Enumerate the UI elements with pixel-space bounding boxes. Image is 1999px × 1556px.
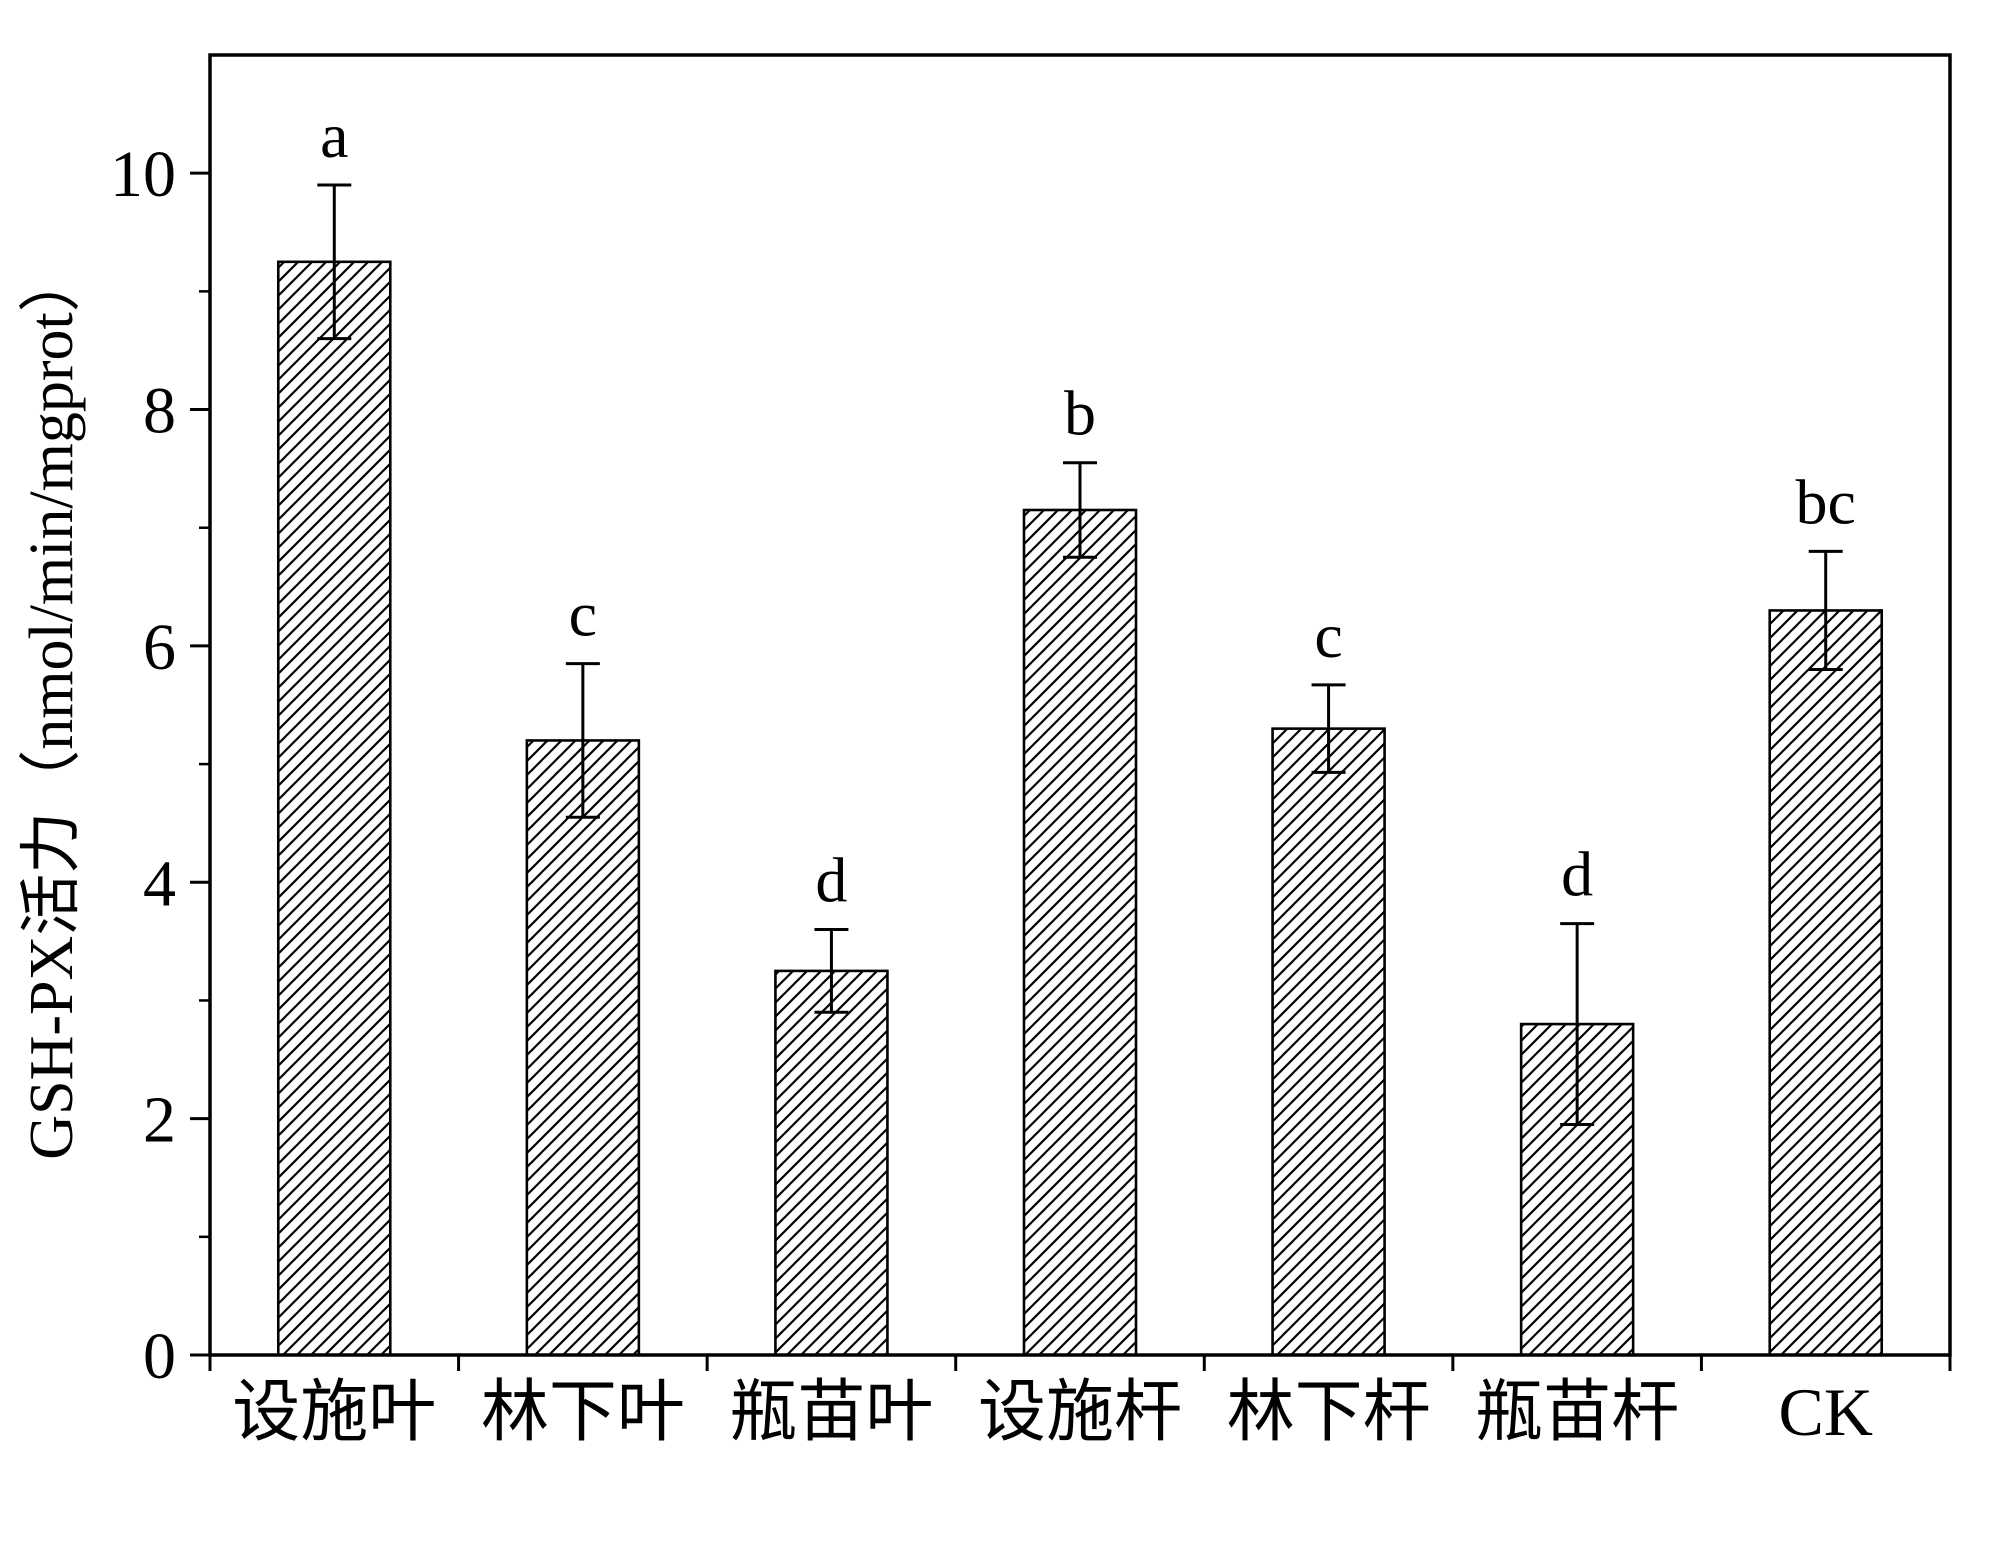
bars-group [276, 260, 1884, 1357]
error-bar-5 [1560, 922, 1595, 1127]
error-bar-0 [317, 183, 352, 341]
bar-4 [1271, 727, 1386, 1357]
x-axis-labels: 设施叶 林下叶 瓶苗叶 设施杆 林下杆 瓶苗杆 CK [232, 1374, 1873, 1450]
plot-border [208, 53, 1952, 1357]
bar-3 [1022, 508, 1138, 1357]
sig-letter-4: c [1314, 600, 1342, 671]
error-bar-4 [1311, 683, 1346, 774]
x-category-label-4: 林下杆 [1227, 1374, 1431, 1450]
sig-letter-0: a [320, 100, 348, 171]
error-bars-group [317, 183, 1843, 1127]
x-category-label-6: CK [1778, 1374, 1872, 1450]
y-tick-label: 2 [143, 1084, 176, 1157]
x-category-label-0: 设施叶 [232, 1374, 436, 1450]
error-bar-1 [565, 662, 600, 819]
y-tick-label: 0 [143, 1320, 176, 1393]
x-axis-ticks [208, 1355, 1952, 1371]
sig-letter-3: b [1064, 378, 1096, 449]
y-axis-title: GSH-PX活力（nmol/min/mgprot） [18, 250, 86, 1159]
x-category-label-3: 设施杆 [978, 1374, 1182, 1450]
error-bar-3 [1063, 461, 1097, 559]
y-tick-label: 4 [143, 847, 176, 920]
bar-6 [1768, 609, 1884, 1357]
bar-0 [276, 260, 392, 1357]
sig-letter-2: d [815, 845, 847, 916]
y-axis-ticks: 0 2 4 6 8 10 [110, 138, 210, 1393]
error-bar-2 [814, 928, 849, 1014]
y-tick-label: 8 [143, 375, 176, 448]
y-tick-label: 10 [110, 138, 176, 211]
error-bar-6 [1808, 549, 1843, 672]
x-category-label-1: 林下叶 [481, 1374, 685, 1450]
sig-letter-6: bc [1796, 466, 1856, 537]
sig-letter-5: d [1561, 839, 1593, 910]
bar-1 [525, 739, 641, 1357]
y-tick-label: 6 [143, 611, 176, 684]
x-category-label-2: 瓶苗叶 [729, 1374, 933, 1450]
x-category-label-5: 瓶苗杆 [1475, 1374, 1679, 1450]
bar-2 [774, 969, 889, 1357]
sig-letter-1: c [569, 579, 597, 650]
